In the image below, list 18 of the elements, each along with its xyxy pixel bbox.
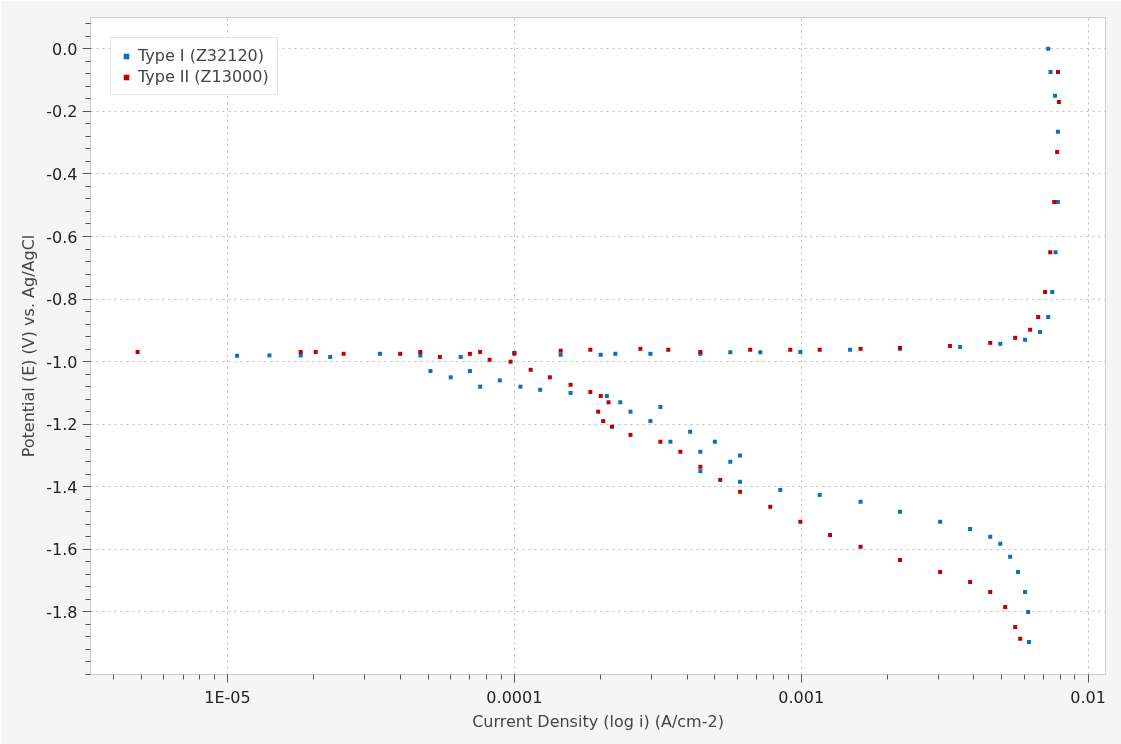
x-axis-title: Current Density (log i) (A/cm-2) bbox=[472, 711, 724, 731]
y-tick-label: -1.2 bbox=[46, 415, 78, 435]
x-tick-label: 1E-05 bbox=[204, 687, 251, 707]
y-tick-label: -1.6 bbox=[46, 540, 78, 560]
y-tick-label: -1.8 bbox=[46, 602, 78, 622]
y-axis-title: Potential (E) (V) vs. Ag/AgCl bbox=[19, 234, 39, 458]
legend-label: Type I (Z32120) bbox=[138, 46, 264, 65]
y-tick-label: -0.6 bbox=[46, 227, 78, 247]
x-tick-label: 0.001 bbox=[778, 687, 825, 707]
y-tick-label: -0.8 bbox=[46, 290, 78, 310]
y-tick-label: -1.4 bbox=[46, 477, 78, 497]
y-tick-label: -1.0 bbox=[46, 352, 78, 372]
y-tick-label: 0.0 bbox=[52, 39, 78, 59]
legend-label: Type II (Z13000) bbox=[138, 67, 269, 86]
y-tick-label: -0.2 bbox=[46, 102, 78, 122]
x-tick-label: 0.01 bbox=[1070, 687, 1106, 707]
y-tick-label: -0.4 bbox=[46, 164, 78, 184]
x-tick-label: 0.0001 bbox=[486, 687, 543, 707]
